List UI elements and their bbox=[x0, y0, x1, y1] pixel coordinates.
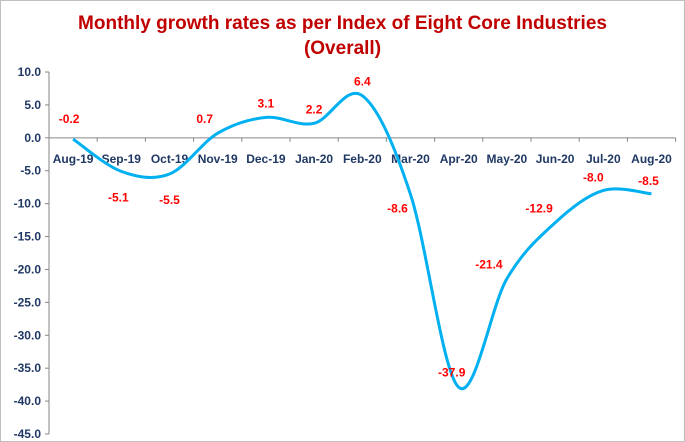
series-line bbox=[72, 91, 652, 391]
x-tick-label: Nov-19 bbox=[198, 152, 238, 166]
x-tick-label: Apr-20 bbox=[440, 152, 478, 166]
x-tick-label: Jul-20 bbox=[586, 152, 621, 166]
y-tick-label: -10.0 bbox=[14, 197, 42, 211]
y-tick-label: 10.0 bbox=[18, 65, 42, 79]
data-label: -12.9 bbox=[525, 202, 553, 216]
y-tick-label: 5.0 bbox=[24, 98, 41, 112]
y-tick-label: -15.0 bbox=[14, 230, 42, 244]
data-label: 0.7 bbox=[196, 112, 213, 126]
title-line: Monthly growth rates as per Index of Eig… bbox=[78, 13, 607, 34]
x-tick-label: Mar-20 bbox=[391, 152, 430, 166]
chart-title: Monthly growth rates as per Index of Eig… bbox=[1, 11, 684, 61]
data-label: -8.6 bbox=[387, 201, 408, 215]
y-tick-label: -20.0 bbox=[14, 262, 42, 276]
x-tick-label: Aug-19 bbox=[53, 152, 94, 166]
y-tick-label: -45.0 bbox=[14, 427, 42, 441]
x-tick-label: Feb-20 bbox=[343, 152, 382, 166]
x-tick-label: May-20 bbox=[487, 152, 528, 166]
x-tick-label: Aug-20 bbox=[631, 152, 672, 166]
y-tick-label: 0.0 bbox=[24, 131, 41, 145]
y-tick-label: -40.0 bbox=[14, 394, 42, 408]
data-label: -37.9 bbox=[438, 365, 466, 379]
data-label: 2.2 bbox=[306, 102, 323, 116]
y-tick-label: -35.0 bbox=[14, 361, 42, 375]
data-label: -5.1 bbox=[108, 190, 129, 204]
data-label: 3.1 bbox=[258, 96, 275, 110]
data-label: -5.5 bbox=[159, 193, 180, 207]
data-label: -8.0 bbox=[583, 170, 604, 184]
x-tick-label: Oct-19 bbox=[151, 152, 189, 166]
x-tick-label: Jan-20 bbox=[295, 152, 333, 166]
data-label: 6.4 bbox=[354, 75, 371, 89]
x-tick-label: Dec-19 bbox=[246, 152, 286, 166]
x-tick-label: Sep-19 bbox=[102, 152, 142, 166]
y-tick-label: -30.0 bbox=[14, 328, 42, 342]
x-tick-label: Jun-20 bbox=[536, 152, 575, 166]
subtitle-line: (Overall) bbox=[303, 38, 382, 59]
data-label: -0.2 bbox=[59, 112, 80, 126]
y-tick-label: -25.0 bbox=[14, 295, 42, 309]
y-tick-label: -5.0 bbox=[20, 164, 41, 178]
data-label: -21.4 bbox=[475, 258, 503, 272]
data-label: -8.5 bbox=[638, 174, 659, 188]
